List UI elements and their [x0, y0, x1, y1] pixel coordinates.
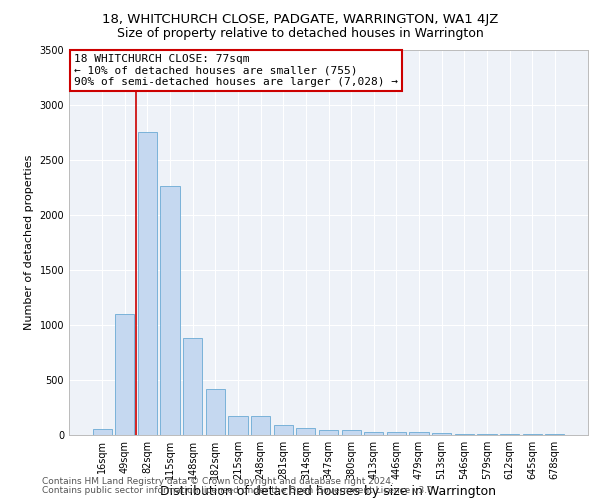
Bar	[319, 430, 338, 435]
Bar	[477, 434, 497, 435]
Bar	[251, 416, 270, 435]
Bar	[409, 432, 428, 435]
Bar	[341, 430, 361, 435]
Bar	[138, 132, 157, 435]
Bar	[523, 434, 542, 435]
Bar	[92, 429, 112, 435]
Bar	[387, 432, 406, 435]
X-axis label: Distribution of detached houses by size in Warrington: Distribution of detached houses by size …	[161, 485, 497, 498]
Bar	[274, 425, 293, 435]
Bar	[296, 428, 316, 435]
Text: 18 WHITCHURCH CLOSE: 77sqm
← 10% of detached houses are smaller (755)
90% of sem: 18 WHITCHURCH CLOSE: 77sqm ← 10% of deta…	[74, 54, 398, 87]
Bar	[500, 434, 519, 435]
Bar	[183, 338, 202, 435]
Bar	[206, 390, 225, 435]
Bar	[115, 314, 134, 435]
Text: 18, WHITCHURCH CLOSE, PADGATE, WARRINGTON, WA1 4JZ: 18, WHITCHURCH CLOSE, PADGATE, WARRINGTO…	[102, 12, 498, 26]
Y-axis label: Number of detached properties: Number of detached properties	[24, 155, 34, 330]
Bar	[229, 416, 248, 435]
Text: Contains public sector information licensed under the Open Government Licence v3: Contains public sector information licen…	[42, 486, 436, 495]
Text: Size of property relative to detached houses in Warrington: Size of property relative to detached ho…	[116, 28, 484, 40]
Bar	[364, 432, 383, 435]
Bar	[545, 434, 565, 435]
Text: Contains HM Land Registry data © Crown copyright and database right 2024.: Contains HM Land Registry data © Crown c…	[42, 477, 394, 486]
Bar	[432, 433, 451, 435]
Bar	[455, 434, 474, 435]
Bar	[160, 186, 180, 435]
